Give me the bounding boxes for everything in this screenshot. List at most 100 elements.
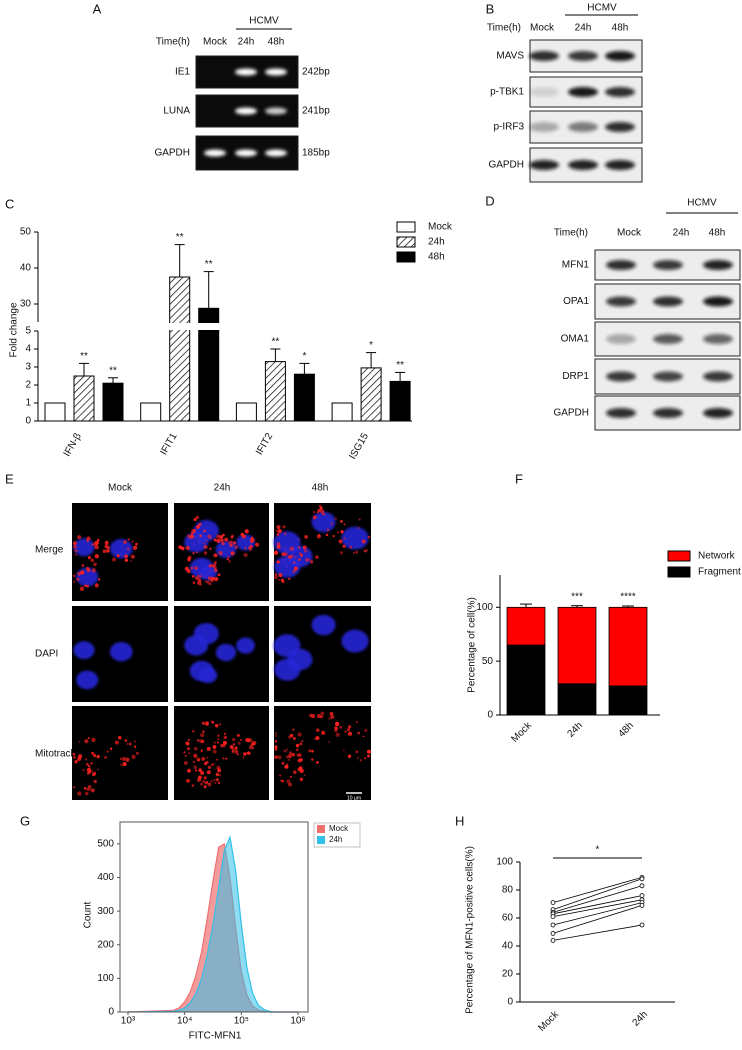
histogram-area	[127, 834, 298, 1013]
mito-dot	[86, 536, 91, 541]
band	[605, 160, 635, 170]
mito-dot	[193, 746, 198, 751]
mito-dot	[210, 720, 214, 724]
mito-dot	[234, 748, 238, 752]
mito-dot	[213, 741, 216, 744]
mito-dot	[357, 756, 359, 759]
mito-dot	[93, 567, 96, 570]
mito-dot	[366, 749, 372, 754]
mito-dot	[297, 753, 302, 758]
bar	[235, 402, 257, 422]
mito-dot	[130, 554, 135, 559]
mito-dot	[76, 577, 80, 581]
mito-dot	[249, 745, 254, 750]
mito-dot	[367, 536, 371, 539]
mito-dot	[199, 534, 202, 538]
panel-label: D	[485, 193, 494, 208]
mito-dot	[85, 791, 89, 796]
bar-segment	[557, 683, 597, 716]
mito-dot	[200, 522, 203, 525]
mito-dot	[216, 741, 219, 744]
band	[703, 260, 733, 270]
row-label: IE1	[175, 67, 190, 78]
band	[265, 149, 287, 157]
mito-dot	[286, 779, 291, 784]
mito-dot	[93, 562, 97, 567]
significance-label: **	[205, 259, 213, 270]
mito-dot	[126, 743, 129, 745]
band	[568, 122, 598, 132]
mito-dot	[279, 774, 282, 777]
mito-dot	[191, 784, 195, 787]
mito-dot	[237, 741, 241, 745]
mito-dot	[286, 756, 289, 759]
mito-dot	[252, 747, 255, 750]
mito-dot	[213, 538, 217, 542]
mito-dot	[283, 749, 287, 753]
mito-dot	[367, 754, 370, 758]
mito-dot	[200, 739, 205, 744]
mito-dot	[286, 748, 289, 751]
significance-label: **	[80, 351, 88, 362]
mito-dot	[320, 509, 325, 514]
legend-swatch	[667, 550, 691, 562]
mito-dot	[277, 578, 281, 581]
mito-dot	[339, 551, 344, 555]
mito-dot	[212, 779, 216, 782]
mito-dot	[228, 541, 231, 544]
mito-dot	[91, 737, 96, 743]
mito-dot	[299, 777, 304, 781]
nucleus	[215, 643, 237, 662]
mito-dot	[274, 575, 278, 580]
mito-dot	[86, 767, 92, 773]
mito-dot	[73, 581, 75, 583]
mito-dot	[288, 758, 291, 761]
mito-dot	[246, 751, 251, 755]
mito-dot	[219, 723, 222, 726]
y-tick-label: 40	[20, 263, 32, 274]
mito-dot	[86, 584, 90, 588]
mito-dot	[316, 761, 319, 764]
y-tick-label: 50	[20, 227, 32, 238]
mito-dot	[286, 763, 289, 766]
mito-dot	[131, 754, 136, 759]
band	[653, 371, 683, 382]
mito-dot	[310, 560, 314, 564]
mito-dot	[113, 557, 116, 560]
mito-dot	[72, 541, 77, 546]
paired-line	[552, 902, 643, 926]
mito-dot	[349, 545, 353, 549]
mito-dot	[334, 721, 340, 727]
mito-dot	[328, 741, 331, 743]
y-tick-label: 80	[502, 885, 514, 896]
mito-dot	[273, 550, 279, 555]
point	[639, 893, 645, 898]
band-size: 241bp	[302, 106, 330, 117]
mito-dot	[95, 583, 99, 586]
mito-dot	[277, 755, 282, 760]
mito-dot	[77, 571, 81, 576]
mito-dot	[243, 752, 247, 756]
mito-dot	[198, 768, 203, 773]
mito-dot	[292, 728, 295, 731]
mito-dot	[93, 771, 97, 774]
mito-dot	[131, 540, 134, 543]
panel-label: F	[515, 471, 523, 486]
band	[653, 296, 683, 307]
legend-label: 24h	[428, 237, 445, 248]
mito-dot	[219, 773, 222, 776]
mito-dot	[281, 580, 285, 584]
row-label: MAVS	[496, 51, 524, 62]
mito-dot	[193, 753, 198, 758]
y-tick-label: 40	[502, 941, 514, 952]
mito-dot	[317, 509, 320, 513]
y-tick-label: 20	[502, 969, 514, 980]
mito-dot	[196, 739, 200, 742]
mito-dot	[276, 525, 281, 529]
bar-segment	[608, 685, 648, 716]
mito-dot	[275, 732, 277, 735]
mito-dot	[134, 745, 137, 748]
mito-dot	[203, 776, 207, 780]
bar	[169, 276, 191, 422]
mito-dot	[292, 736, 296, 740]
